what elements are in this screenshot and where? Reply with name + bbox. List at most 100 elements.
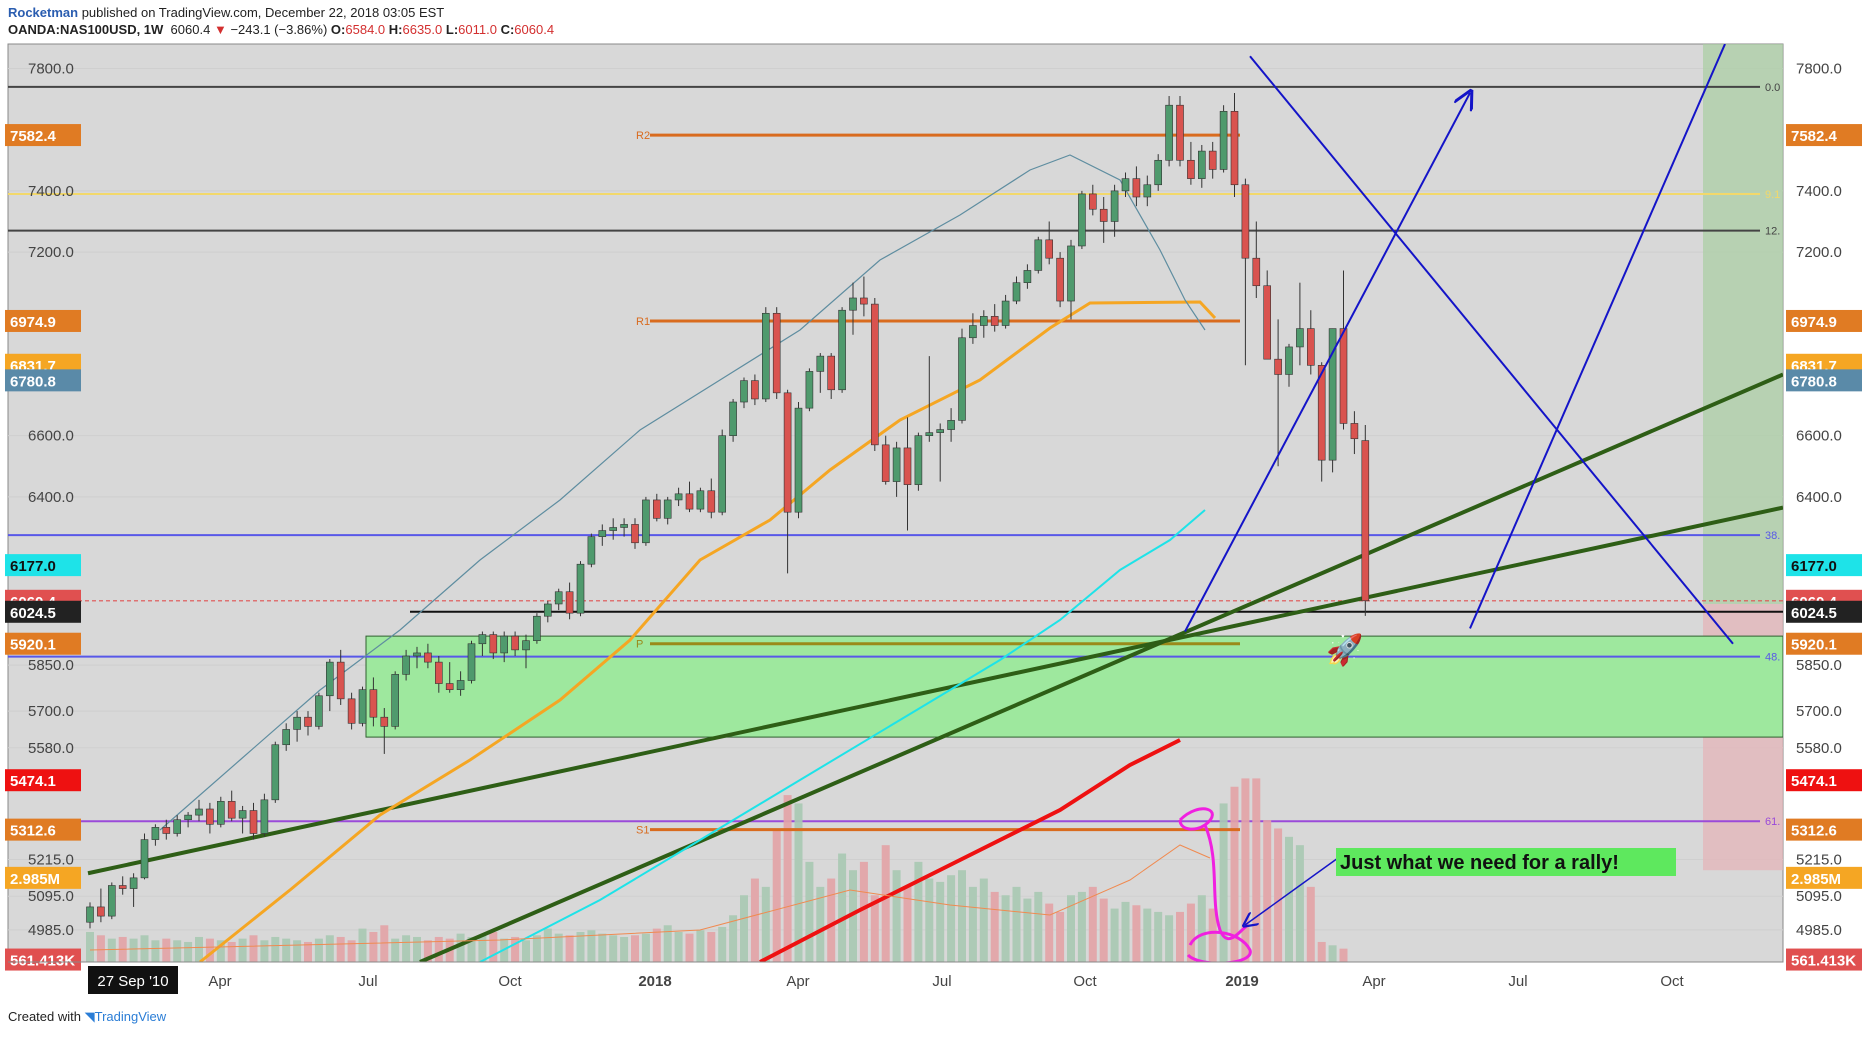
volume-bar bbox=[1099, 898, 1108, 962]
trendline-upper bbox=[419, 372, 1783, 962]
price-badge-bg bbox=[1786, 769, 1862, 792]
candle-body bbox=[413, 652, 421, 657]
candle-body bbox=[1198, 150, 1206, 179]
candle-body bbox=[892, 447, 901, 482]
y-tick-label: 5580.0 bbox=[1796, 740, 1842, 757]
volume-bar bbox=[892, 870, 901, 962]
candle-body bbox=[173, 819, 181, 834]
candle-body bbox=[870, 303, 879, 446]
fib-level-label: 0.0 bbox=[1765, 82, 1780, 94]
y-tick-label: 5850.0 bbox=[1796, 657, 1842, 674]
volume-bar bbox=[522, 940, 530, 962]
volume-bar bbox=[870, 895, 879, 962]
candle-body bbox=[533, 615, 541, 641]
volume-bar bbox=[718, 926, 727, 962]
candle-body bbox=[402, 655, 410, 675]
candle-body bbox=[478, 634, 487, 645]
y-tick-label: 7800.0 bbox=[1796, 60, 1842, 77]
candle-body bbox=[740, 380, 748, 403]
volume-bar bbox=[1045, 903, 1054, 962]
volume-bar bbox=[1012, 886, 1021, 962]
fib-level-label: 12. bbox=[1765, 226, 1780, 238]
price-badge-label: 6780.8 bbox=[10, 373, 56, 390]
volume-bar bbox=[587, 930, 596, 962]
candle-body bbox=[1121, 178, 1130, 192]
volume-bar bbox=[849, 870, 857, 962]
volume-bar bbox=[1317, 941, 1326, 962]
candle-body bbox=[522, 640, 530, 651]
volume-bar bbox=[543, 928, 552, 962]
candle-body bbox=[1317, 364, 1326, 461]
candle-body bbox=[642, 499, 650, 544]
volume-bar bbox=[1219, 803, 1228, 962]
candle-body bbox=[206, 808, 214, 825]
candle-body bbox=[315, 695, 323, 727]
volume-bar bbox=[750, 878, 759, 962]
candle-body bbox=[609, 527, 618, 531]
volume-bar bbox=[663, 925, 672, 962]
volume-bar bbox=[304, 941, 312, 962]
candle-body bbox=[1099, 208, 1108, 222]
candle-body bbox=[936, 429, 945, 433]
price-badge-bg bbox=[1786, 866, 1862, 889]
price-badge-label: 561.413K bbox=[1791, 953, 1856, 970]
footer: Created with ◥TradingView bbox=[8, 1009, 166, 1025]
candle-body bbox=[958, 337, 966, 421]
price-badge-label: 7582.4 bbox=[1791, 128, 1838, 145]
candle-body bbox=[108, 885, 116, 917]
y-tick-label-left: 6600.0 bbox=[28, 428, 74, 445]
volume-bar bbox=[947, 875, 956, 962]
candle-body bbox=[881, 444, 890, 482]
candle-body bbox=[1023, 270, 1032, 283]
tradingview-brand[interactable]: TradingView bbox=[94, 1009, 167, 1024]
volume-bar bbox=[1208, 908, 1217, 962]
ma-200-line bbox=[479, 509, 1206, 962]
rally-callout-bg bbox=[1336, 848, 1676, 876]
volume-bar bbox=[903, 886, 912, 962]
fib-level-label: 61. bbox=[1765, 816, 1780, 828]
volume-bar bbox=[772, 828, 781, 962]
candle-body bbox=[282, 729, 291, 746]
price-badge-bg bbox=[5, 309, 81, 332]
price-badge-label: 5312.6 bbox=[10, 823, 56, 840]
volume-bar bbox=[413, 936, 421, 962]
candle-body bbox=[663, 499, 672, 519]
start-date-label: 27 Sep '10 bbox=[97, 973, 168, 990]
candle-body bbox=[140, 839, 149, 879]
pivot-label: S1 bbox=[636, 825, 649, 837]
price-badge-bg bbox=[1786, 309, 1862, 332]
volume-bar bbox=[554, 933, 563, 962]
tradingview-logo-icon: ◥ bbox=[84, 1009, 95, 1024]
volume-bar bbox=[936, 881, 945, 962]
y-tick-label-left: 5580.0 bbox=[28, 740, 74, 757]
volume-bar bbox=[631, 935, 639, 962]
candle-body bbox=[369, 689, 378, 718]
candle-body bbox=[751, 380, 759, 400]
candle-body bbox=[1110, 190, 1119, 222]
volume-bar bbox=[859, 861, 868, 962]
candle-body bbox=[838, 309, 846, 391]
candle-body bbox=[947, 420, 955, 430]
projection-line-long bbox=[1469, 44, 1726, 629]
volume-bar bbox=[1339, 948, 1348, 962]
volume-bar bbox=[620, 936, 629, 962]
candle-body bbox=[1012, 282, 1021, 302]
candle-body bbox=[565, 591, 574, 614]
author-name[interactable]: Rocketman bbox=[8, 5, 79, 20]
volume-bar bbox=[1230, 786, 1239, 962]
volume-bar bbox=[107, 938, 116, 962]
candle-body bbox=[1165, 104, 1173, 161]
candle-body bbox=[97, 906, 105, 917]
price-badge-bg bbox=[5, 866, 81, 889]
candle-body bbox=[620, 524, 628, 528]
y-tick-label: 6400.0 bbox=[1796, 489, 1842, 506]
volume-bar bbox=[1306, 886, 1315, 962]
ma-short-line bbox=[159, 154, 1206, 831]
volume-ma-line bbox=[89, 844, 1211, 951]
volume-bar bbox=[827, 878, 836, 962]
candle-body bbox=[118, 885, 127, 889]
price-badge-bg bbox=[5, 600, 81, 623]
fib-level-label: 48. bbox=[1765, 652, 1780, 664]
